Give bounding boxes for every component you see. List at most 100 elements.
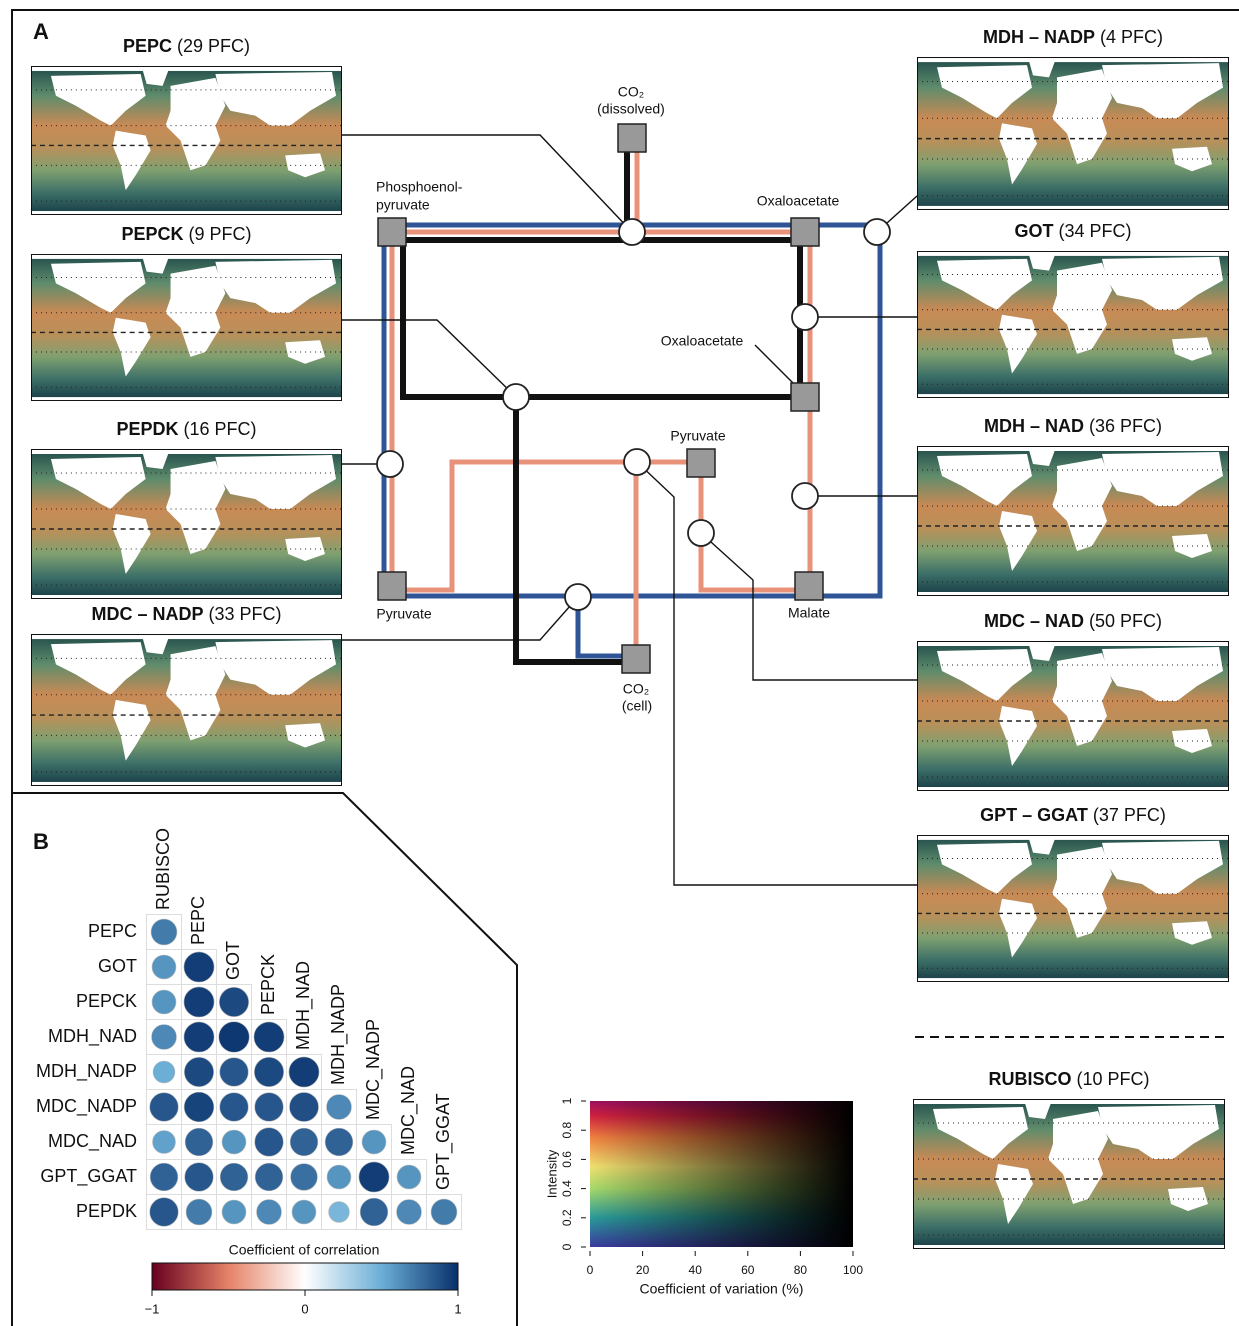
map-title: RUBISCO (10 PFC) xyxy=(988,1069,1149,1089)
row-label: MDH_NAD xyxy=(48,1026,137,1047)
enzyme-name: GPT – GGAT xyxy=(980,805,1088,825)
correlation-circle xyxy=(153,1061,175,1083)
pfc-count: (16 PFC) xyxy=(184,419,257,439)
correlation-circle xyxy=(254,1022,284,1052)
correlation-circle xyxy=(327,1095,352,1120)
row-label: GPT_GGAT xyxy=(40,1166,137,1187)
row-label: MDC_NADP xyxy=(36,1096,137,1117)
correlation-circle xyxy=(184,1022,214,1052)
map xyxy=(917,251,1229,398)
correlation-circle xyxy=(255,1093,284,1122)
pfc-count: (33 PFC) xyxy=(209,604,282,624)
panel-label: A xyxy=(33,19,49,44)
connectors xyxy=(342,135,917,885)
correlation-circle xyxy=(220,1163,248,1191)
correlation-circle xyxy=(397,1200,422,1225)
correlation-circle xyxy=(185,1128,213,1156)
x-tick-label: 20 xyxy=(636,1263,650,1277)
metabolite-label: Malate xyxy=(788,605,830,621)
correlation-circle xyxy=(219,1022,250,1053)
correlation-circle xyxy=(327,1165,351,1189)
map xyxy=(31,254,342,401)
correlation-circle xyxy=(397,1165,421,1189)
correlation-circle xyxy=(291,1164,318,1191)
correlation-circle xyxy=(184,1092,214,1122)
correlation-circle xyxy=(257,1200,282,1225)
metabolite-label: Pyruvate xyxy=(670,428,725,444)
enzyme-name: GOT xyxy=(1014,221,1053,241)
correlation-circle xyxy=(185,1163,214,1192)
enzyme-name: PEPDK xyxy=(116,419,178,439)
correlation-circle xyxy=(184,1057,213,1086)
correlation-circle xyxy=(184,987,214,1017)
correlation-circle xyxy=(220,1058,249,1087)
correlation-circle xyxy=(431,1199,457,1225)
column-label: MDH_NAD xyxy=(293,961,314,1050)
map xyxy=(917,446,1229,596)
metabolite-label: pyruvate xyxy=(376,197,430,213)
row-label: MDC_NAD xyxy=(48,1131,137,1152)
pfc-count: (50 PFC) xyxy=(1089,611,1162,631)
correlation-circle xyxy=(151,919,177,945)
metabolite-label: Pyruvate xyxy=(376,606,431,622)
map-title: MDC – NADP (33 PFC) xyxy=(91,604,281,624)
correlation-circle xyxy=(292,1200,316,1224)
metabolite-label: CO₂ xyxy=(623,681,649,697)
y-tick-label: 0.8 xyxy=(560,1122,574,1139)
x-axis-label: Coefficient of variation (%) xyxy=(640,1281,804,1297)
correlation-circle xyxy=(289,1092,318,1121)
figure: A B xyxy=(0,0,1239,1326)
map xyxy=(31,66,342,215)
metabolite-label: CO₂ xyxy=(618,84,644,100)
colorbar-tick-label: −1 xyxy=(145,1301,160,1316)
correlation-circle xyxy=(325,1128,353,1156)
map-title: MDH – NAD (36 PFC) xyxy=(984,416,1162,436)
x-tick-label: 40 xyxy=(689,1263,703,1277)
map-title: MDC – NAD (50 PFC) xyxy=(984,611,1162,631)
map xyxy=(917,57,1229,210)
correlation-circle xyxy=(254,1057,283,1086)
column-label: RUBISCO xyxy=(153,828,173,910)
y-tick-label: 0 xyxy=(560,1243,574,1250)
metabolite-label: (dissolved) xyxy=(597,101,665,117)
y-tick-label: 0.6 xyxy=(560,1151,574,1168)
map-title: GPT – GGAT (37 PFC) xyxy=(980,805,1166,825)
row-label: PEPDK xyxy=(76,1201,137,1221)
row-label: MDH_NADP xyxy=(36,1061,137,1082)
column-label: PEPCK xyxy=(258,954,278,1015)
x-tick-label: 100 xyxy=(843,1263,863,1277)
y-tick-label: 1 xyxy=(560,1097,574,1104)
correlation-circle xyxy=(152,955,176,979)
colorbar xyxy=(152,1263,458,1290)
map-title: MDH – NADP (4 PFC) xyxy=(983,27,1163,47)
correlation-circle xyxy=(359,1162,389,1192)
correlation-circle xyxy=(360,1198,388,1226)
correlation-circle xyxy=(152,990,176,1014)
correlation-circle xyxy=(186,1199,212,1225)
pfc-count: (10 PFC) xyxy=(1077,1069,1150,1089)
pfc-count: (37 PFC) xyxy=(1093,805,1166,825)
row-label: PEPCK xyxy=(76,991,137,1011)
map-title: PEPC (29 PFC) xyxy=(123,36,250,56)
panel-label: B xyxy=(33,829,49,854)
row-label: GOT xyxy=(98,956,137,976)
map-title: PEPCK (9 PFC) xyxy=(121,224,251,244)
enzyme-name: MDH – NAD xyxy=(984,416,1084,436)
y-tick-label: 0.4 xyxy=(560,1180,574,1197)
correlation-circle xyxy=(222,1130,246,1154)
colorbar-title: Coefficient of correlation xyxy=(229,1242,380,1258)
column-label: PEPC xyxy=(188,896,208,945)
correlation-circle xyxy=(152,1025,177,1050)
pfc-count: (9 PFC) xyxy=(189,224,252,244)
metabolite-label: Phosphoenol- xyxy=(376,179,463,195)
correlation-circle xyxy=(153,1131,176,1154)
column-label: MDC_NADP xyxy=(363,1019,384,1120)
correlation-circle xyxy=(184,952,214,982)
column-label: MDC_NAD xyxy=(398,1066,419,1155)
y-axis-label: Intensity xyxy=(544,1149,559,1198)
correlation-circle xyxy=(329,1202,350,1223)
column-label: GOT xyxy=(223,941,243,980)
correlation-circle xyxy=(150,1093,179,1122)
correlation-circle xyxy=(220,1093,249,1122)
metabolite-label: (cell) xyxy=(622,698,652,714)
